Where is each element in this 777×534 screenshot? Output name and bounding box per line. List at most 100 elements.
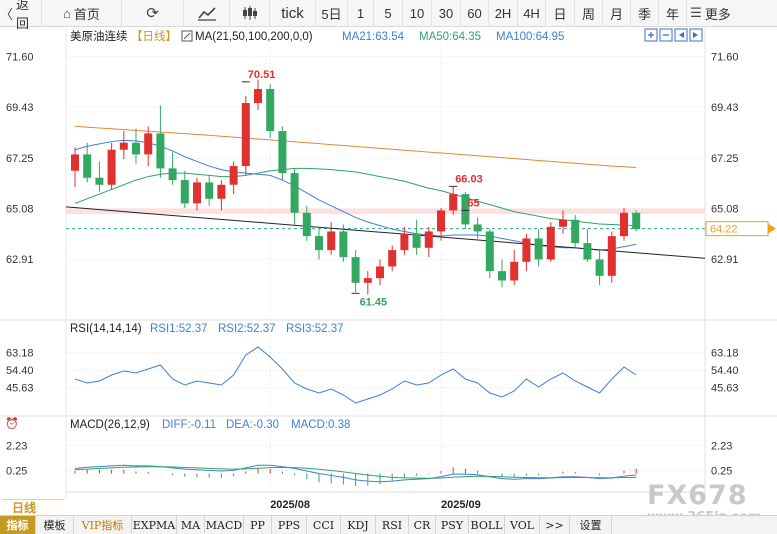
zoom-out-button[interactable]	[659, 28, 673, 42]
rsi-params: RSI(14,14,14)	[70, 323, 142, 335]
candle-body	[534, 238, 543, 260]
zoom-in-button[interactable]	[644, 28, 658, 42]
candle-body	[461, 194, 470, 225]
candle-body	[351, 257, 360, 283]
scroll-right-button[interactable]	[689, 28, 703, 42]
period-button-7[interactable]: 2H	[489, 0, 518, 27]
candle-body	[168, 168, 177, 181]
rsi-line	[74, 346, 637, 404]
period-button-11[interactable]: 月	[603, 0, 631, 27]
scroll-left-button[interactable]	[674, 28, 688, 42]
ma100-value: MA100:64.95	[496, 31, 564, 43]
rsi-tick-label-left: 45.63	[6, 383, 34, 395]
macd-histogram-value: MACD:0.38	[291, 419, 350, 431]
candle-body	[315, 236, 323, 251]
candle-body	[180, 180, 189, 204]
price-tick-label-left: 65.08	[6, 204, 34, 216]
rsi-layer	[74, 346, 637, 404]
period-button-8[interactable]: 4H	[518, 0, 546, 27]
period-button-1[interactable]: 5日	[316, 0, 348, 27]
candle-body	[522, 238, 531, 262]
period-button-2[interactable]: 1	[348, 0, 374, 27]
moving-average-layer	[74, 125, 637, 251]
period-button-10[interactable]: 周	[575, 0, 603, 27]
instrument-title: 美原油连续	[70, 29, 128, 43]
chart-controls	[644, 28, 703, 42]
candle-body	[571, 219, 580, 244]
home-button[interactable]: ⌂ 首页	[42, 0, 122, 27]
indicator-chart-button[interactable]	[184, 0, 230, 27]
candle-body	[205, 182, 214, 199]
indicator-tab-4[interactable]: EXPMA	[132, 516, 177, 534]
candle-body	[266, 89, 275, 132]
price-annotation-layer: 70.51 65 66.03 61.45	[241, 69, 483, 308]
price-chart[interactable]: 70.51 65 66.03 61.45 71.60 71.60 69.43 69.43 67…	[0, 27, 777, 515]
rsi-tick-label-right: 63.18	[711, 348, 739, 360]
candle-body	[437, 210, 445, 232]
indicator-tab-2[interactable]: 模板	[36, 516, 74, 534]
price-tick-label-left: 67.25	[6, 153, 34, 165]
period-button-4[interactable]: 10	[403, 0, 432, 27]
candle-body	[583, 243, 592, 260]
price-tick-label-right: 71.60	[711, 51, 739, 63]
axis-label-layer: 71.60 71.60 69.43 69.43 67.25 67.25 65.08 65.08…	[6, 51, 776, 511]
candle-body	[278, 131, 287, 174]
candlestick-icon	[242, 6, 257, 20]
candle-body	[595, 259, 604, 276]
period-button-5[interactable]: 30	[432, 0, 461, 27]
ma-params: MA(21,50,100,200,0,0)	[195, 31, 313, 43]
rsi-tick-label-right: 45.63	[711, 383, 739, 395]
indicator-tab-9[interactable]: CCI	[307, 516, 341, 534]
refresh-icon: ⟳	[146, 5, 159, 22]
indicator-tab-6[interactable]: MACD	[205, 516, 244, 534]
period-tag[interactable]: 日线	[2, 499, 64, 515]
period-button-9[interactable]: 日	[546, 0, 575, 27]
candle-body	[620, 212, 628, 237]
back-button[interactable]: 〈 返回	[0, 0, 42, 31]
candle-body	[229, 166, 238, 185]
indicator-tab-10[interactable]: KDJ	[341, 516, 376, 534]
indicator-tab-15[interactable]: VOL	[505, 516, 540, 534]
macd-diff-value: DIFF:-0.11	[162, 419, 216, 431]
candle-body	[607, 236, 616, 276]
candle-body	[95, 177, 104, 185]
indicator-tab-16[interactable]: >>	[540, 516, 570, 534]
period-tag-label: 日线	[12, 501, 37, 515]
indicator-tab-8[interactable]: PPS	[272, 516, 307, 534]
candle-body	[290, 173, 299, 213]
indicator-tab-5[interactable]: MA	[177, 516, 205, 534]
period-button-12[interactable]: 季	[631, 0, 659, 27]
price-tick-label-right: 69.43	[711, 102, 739, 114]
indicator-tab-17[interactable]: 设置	[570, 516, 612, 534]
home-icon: ⌂	[63, 5, 71, 21]
macd-tick-label-right: 0.25	[711, 465, 732, 477]
candle-body	[510, 261, 519, 281]
rsi1-value: RSI1:52.37	[150, 323, 208, 335]
candle-body	[388, 250, 397, 267]
macd-header: ⏰ MACD(26,12,9) DIFF:-0.11 DEA:-0.30 MAC…	[5, 416, 350, 431]
indicator-tab-11[interactable]: RSI	[376, 516, 409, 534]
period-button-6[interactable]: 60	[461, 0, 489, 27]
tick-button[interactable]: tick	[270, 0, 316, 27]
indicator-tab-1[interactable]: 指标	[0, 516, 36, 534]
macd-dea-value: DEA:-0.30	[226, 419, 279, 431]
trendline-layer	[65, 206, 706, 259]
indicator-tab-3[interactable]: VIP指标	[74, 516, 132, 534]
period-button-3[interactable]: 5	[374, 0, 403, 27]
ma-settings-icon[interactable]	[181, 30, 193, 42]
indicator-tab-12[interactable]: CR	[409, 516, 436, 534]
candlestick-button[interactable]	[230, 0, 270, 27]
refresh-button[interactable]: ⟳	[122, 0, 184, 27]
more-button[interactable]: ☰ 更多	[687, 0, 734, 27]
price-tick-label-right: 65.08	[711, 204, 739, 216]
period-button-13[interactable]: 年	[659, 0, 687, 27]
alarm-clock-icon[interactable]: ⏰	[5, 416, 19, 430]
indicator-tab-14[interactable]: BOLL	[469, 516, 505, 534]
candle-body	[193, 182, 201, 204]
annotation-label: 66.03	[455, 173, 483, 185]
rsi-tick-label-left: 54.40	[6, 365, 34, 377]
indicator-tab-7[interactable]: PP	[244, 516, 272, 534]
annotation-label: 61.45	[360, 296, 388, 308]
candle-body	[254, 89, 262, 104]
indicator-tab-13[interactable]: PSY	[436, 516, 469, 534]
